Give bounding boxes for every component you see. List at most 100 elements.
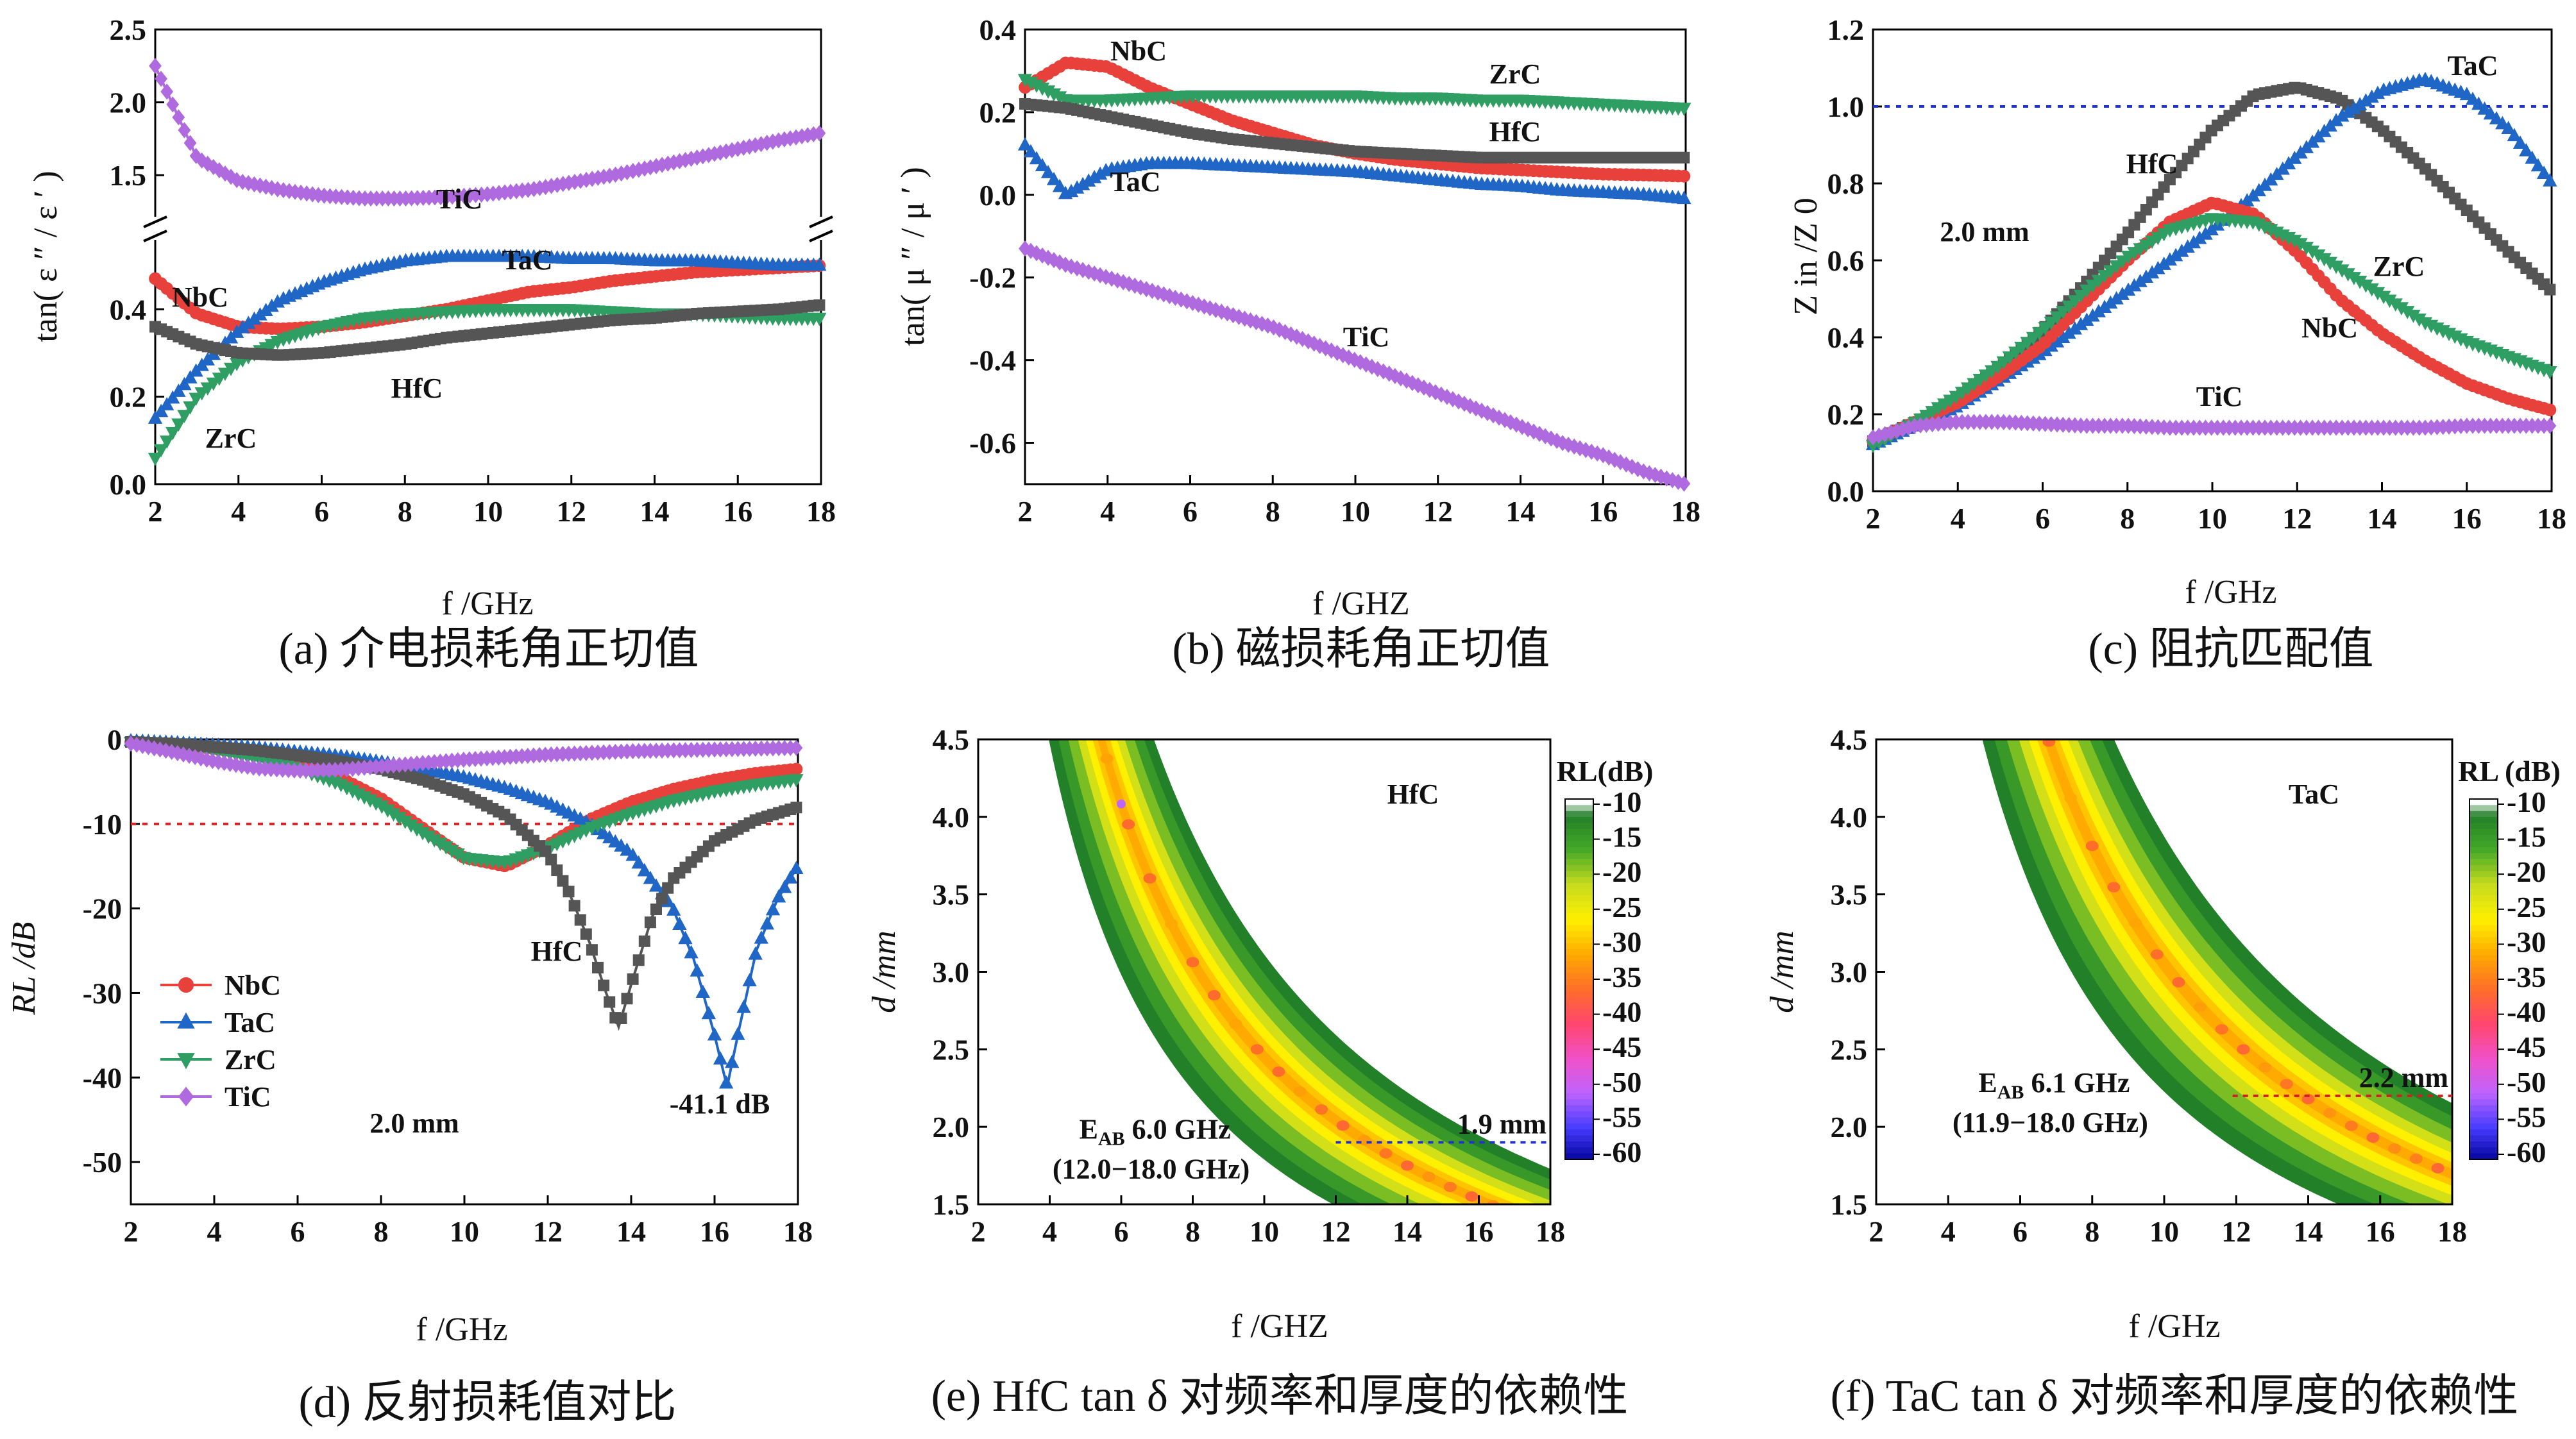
panel-c-point-tac bbox=[2085, 308, 2100, 322]
panel-c-ytick-label: 1.0 bbox=[1827, 90, 1865, 123]
panel-a-point-tic bbox=[702, 147, 715, 164]
panel-d-point-hfc bbox=[580, 928, 592, 940]
panel-b-xlabel: f /GHZ bbox=[1312, 585, 1410, 622]
panel-f-colorbar-cell bbox=[2470, 805, 2498, 812]
panel-b-point-tic bbox=[1111, 272, 1124, 289]
panel-f-colorbar-cell bbox=[2470, 1087, 2498, 1094]
panel-f-xtick-label: 10 bbox=[2149, 1215, 2179, 1248]
panel-d-point-hfc bbox=[621, 993, 633, 1005]
panel-b-point-tac bbox=[1029, 151, 1044, 165]
panel-f-hotspot bbox=[2280, 1079, 2293, 1090]
panel-f-hotspot bbox=[2107, 882, 2121, 893]
panel-a-point-tic bbox=[614, 165, 628, 182]
panel-e-eab-range: (12.0−18.0 GHz) bbox=[1053, 1153, 1250, 1184]
panel-d-point-tic bbox=[177, 746, 190, 763]
panel-d-legend-item: ZrC bbox=[160, 1044, 276, 1075]
panel-f-colorbar-cell bbox=[2470, 937, 2498, 944]
panel-c-point-tac bbox=[2346, 101, 2362, 114]
panel-a-point-tic bbox=[149, 58, 162, 74]
panel-c-point-tac bbox=[2144, 265, 2160, 279]
panel-b-xtick-label: 18 bbox=[1671, 495, 1700, 528]
panel-c-point-hfc bbox=[2544, 283, 2556, 296]
panel-d-legend-label-tic: TiC bbox=[225, 1081, 271, 1113]
panel-a-point-zrc bbox=[171, 418, 186, 432]
panel-b-point-tic bbox=[1123, 276, 1136, 292]
panel-c-point-zrc bbox=[2335, 264, 2350, 278]
panel-a-point-tic bbox=[714, 144, 727, 161]
panel-d-point-tac bbox=[754, 930, 768, 944]
panel-b-point-tac bbox=[1052, 178, 1067, 192]
panel-f-colorbar-cell bbox=[2470, 853, 2498, 860]
panel-b-point-tic bbox=[1036, 247, 1049, 264]
panel-a-point-tic bbox=[638, 160, 651, 177]
panel-d-xtick-label: 10 bbox=[450, 1215, 479, 1248]
panel-a-point-tic bbox=[790, 129, 802, 146]
panel-b-label-tic: TiC bbox=[1343, 321, 1390, 353]
panel-c-point-tac bbox=[2186, 235, 2201, 249]
panel-a-point-tac bbox=[165, 390, 180, 404]
panel-b-point-tac bbox=[1081, 173, 1096, 187]
panel-b-point-tic bbox=[1394, 370, 1407, 387]
panel-c-label-tac: TaC bbox=[2447, 50, 2498, 81]
panel-e-colorbar-cell bbox=[1565, 1129, 1593, 1136]
panel-a-point-tic bbox=[219, 165, 232, 182]
panel-b-point-tic bbox=[1128, 277, 1142, 294]
panel-b-point-tic bbox=[1319, 340, 1332, 357]
panel-e-colorbar-cell bbox=[1565, 835, 1593, 842]
panel-f-colorbar-label: -60 bbox=[2507, 1136, 2546, 1168]
panel-b-point-hfc bbox=[1678, 151, 1690, 164]
panel-d-point-zrc bbox=[375, 800, 389, 814]
panel-f-colorbar-cell bbox=[2470, 1039, 2498, 1047]
panel-d-point-tac bbox=[777, 879, 792, 893]
panel-d-point-tac bbox=[731, 1027, 745, 1040]
panel-c-point-tac bbox=[2507, 128, 2521, 142]
panel-f-colorbar-cell bbox=[2470, 846, 2498, 854]
panel-c-thickness-label: 2.0 mm bbox=[1940, 216, 2029, 248]
panel-c-ytick-label: 0.8 bbox=[1827, 167, 1865, 200]
panel-c-point-zrc bbox=[2328, 260, 2344, 274]
panel-b-point-tac bbox=[1063, 183, 1079, 198]
panel-d-point-zrc bbox=[445, 845, 459, 859]
panel-f-colorbar-cell bbox=[2470, 919, 2498, 926]
panel-a-point-tic bbox=[183, 135, 197, 151]
panel-d-xtick-label: 2 bbox=[124, 1215, 139, 1248]
panel-d-point-tac bbox=[690, 963, 704, 977]
panel-b-point-tic bbox=[1117, 274, 1130, 290]
panel-d-point-tac bbox=[707, 1027, 722, 1041]
panel-b-point-tic bbox=[1099, 269, 1113, 285]
panel-f-colorbar-cell bbox=[2470, 1075, 2498, 1082]
panel-a-ytick-label: 0.0 bbox=[110, 468, 147, 501]
panel-a-point-tic bbox=[679, 151, 692, 169]
panel-c-point-tac bbox=[2097, 299, 2112, 314]
panel-f-colorbar-cell bbox=[2470, 829, 2498, 836]
panel-b-point-tic bbox=[1371, 360, 1384, 378]
panel-c-point-tac bbox=[2109, 290, 2124, 305]
panel-b-point-tic bbox=[1094, 267, 1107, 283]
panel-e-caption: (e) HfC tan δ 对频率和厚度的依赖性 bbox=[931, 1372, 1629, 1421]
panel-e-colorbar-cell bbox=[1565, 1075, 1593, 1082]
panel-d-legend-label-zrc: ZrC bbox=[225, 1044, 276, 1075]
panel-e-colorbar-cell bbox=[1565, 859, 1593, 866]
panel-e-title: HfC bbox=[1387, 778, 1439, 810]
panel-d-ytick-label: -10 bbox=[83, 808, 122, 841]
panel-e-colorbar-label: -35 bbox=[1602, 961, 1641, 993]
panel-a-series-hfc bbox=[149, 299, 826, 361]
panel-c-point-zrc bbox=[2412, 313, 2427, 327]
panel-a-point-tic bbox=[259, 178, 273, 195]
panel-c-point-tic bbox=[1926, 416, 1939, 433]
panel-e-colorbar-label: -40 bbox=[1602, 996, 1641, 1029]
panel-f-eab-range: (11.9−18.0 GHz) bbox=[1953, 1107, 2148, 1138]
panel-f-hotspot bbox=[2344, 1120, 2358, 1131]
panel-b-point-nbc bbox=[1677, 169, 1691, 183]
panel-f-colorbar-cell bbox=[2470, 1147, 2498, 1154]
panel-e-ytick-label: 3.5 bbox=[933, 879, 970, 911]
panel-f-colorbar-cell bbox=[2470, 1153, 2498, 1160]
panel-e-ytick-label: 4.0 bbox=[933, 801, 970, 834]
panel-c-point-nbc bbox=[2543, 403, 2557, 417]
panel-c-xtick-label: 14 bbox=[2368, 502, 2397, 535]
panel-c-point-tac bbox=[2103, 295, 2118, 309]
panel-f-colorbar-cell bbox=[2470, 1057, 2498, 1065]
panel-e-ytick-label: 1.5 bbox=[933, 1188, 970, 1221]
panel-b-point-tic bbox=[1053, 254, 1066, 271]
panel-e-hotspot bbox=[1165, 918, 1178, 929]
